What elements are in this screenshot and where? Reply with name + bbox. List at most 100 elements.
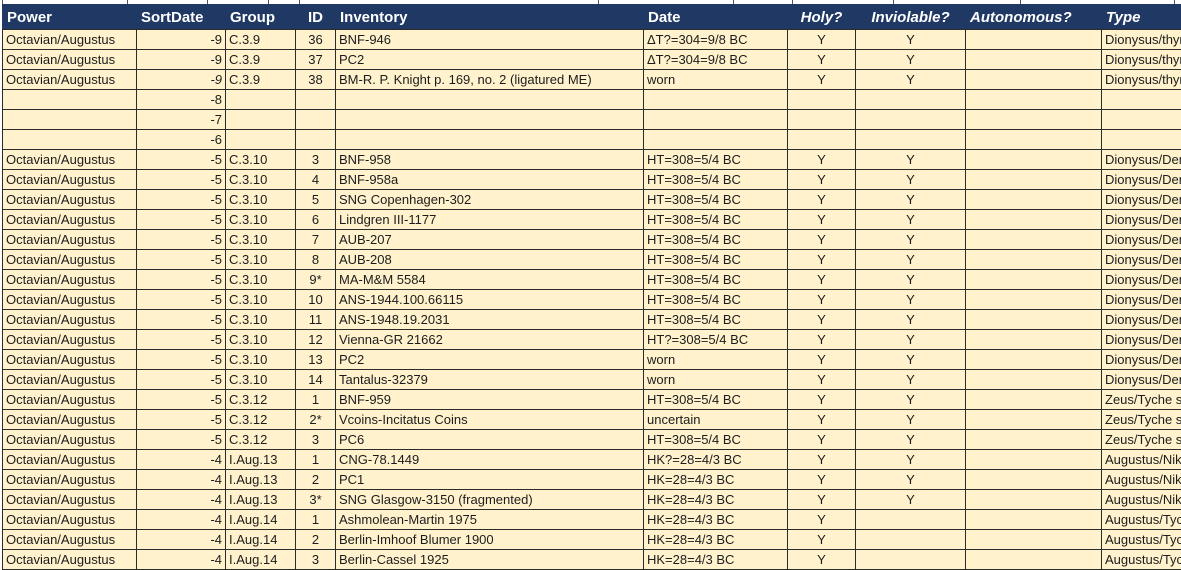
cell-power[interactable]: Octavian/Augustus: [3, 230, 137, 250]
cell-date[interactable]: ΔT?=304=9/8 BC: [644, 50, 788, 70]
cell-group[interactable]: I.Aug.14: [226, 510, 296, 530]
cell-date[interactable]: HT=308=5/4 BC: [644, 170, 788, 190]
cell-id[interactable]: 4: [296, 170, 336, 190]
cell-group[interactable]: C.3.10: [226, 350, 296, 370]
cell-group[interactable]: I.Aug.14: [226, 530, 296, 550]
cell-inviolable[interactable]: Y: [856, 190, 966, 210]
cell-power[interactable]: Octavian/Augustus: [3, 30, 137, 50]
cell-holy[interactable]: Y: [788, 290, 856, 310]
cell-sortdate[interactable]: -5: [137, 370, 226, 390]
cell-id[interactable]: 12: [296, 330, 336, 350]
cell-group[interactable]: [226, 130, 296, 150]
cell-type[interactable]: Dionysus/Demeter: [1102, 170, 1181, 190]
cell-autonomous[interactable]: [966, 150, 1102, 170]
cell-inventory[interactable]: PC2: [336, 50, 644, 70]
cell-holy[interactable]: Y: [788, 50, 856, 70]
cell-holy[interactable]: Y: [788, 70, 856, 90]
cell-holy[interactable]: Y: [788, 350, 856, 370]
cell-type[interactable]: Augustus/Nike: [1102, 490, 1181, 510]
cell-id[interactable]: 14: [296, 370, 336, 390]
cell-holy[interactable]: Y: [788, 410, 856, 430]
cell-sortdate[interactable]: -5: [137, 430, 226, 450]
cell-sortdate[interactable]: -4: [137, 510, 226, 530]
cell-sortdate[interactable]: -5: [137, 350, 226, 370]
cell-autonomous[interactable]: [966, 110, 1102, 130]
cell-id[interactable]: 3: [296, 150, 336, 170]
cell-holy[interactable]: Y: [788, 210, 856, 230]
cell-id[interactable]: 2: [296, 470, 336, 490]
column-header-inventory[interactable]: Inventory: [336, 5, 644, 30]
cell-inventory[interactable]: PC6: [336, 430, 644, 450]
cell-inventory[interactable]: AUB-208: [336, 250, 644, 270]
cell-holy[interactable]: [788, 90, 856, 110]
cell-sortdate[interactable]: -5: [137, 330, 226, 350]
cell-inventory[interactable]: [336, 130, 644, 150]
cell-power[interactable]: [3, 110, 137, 130]
cell-autonomous[interactable]: [966, 470, 1102, 490]
cell-autonomous[interactable]: [966, 170, 1102, 190]
cell-date[interactable]: ΔT?=304=9/8 BC: [644, 30, 788, 50]
cell-date[interactable]: [644, 130, 788, 150]
cell-sortdate[interactable]: -4: [137, 450, 226, 470]
cell-date[interactable]: HT=308=5/4 BC: [644, 390, 788, 410]
cell-holy[interactable]: Y: [788, 470, 856, 490]
cell-sortdate[interactable]: -5: [137, 290, 226, 310]
cell-inviolable[interactable]: Y: [856, 210, 966, 230]
cell-inviolable[interactable]: Y: [856, 490, 966, 510]
cell-id[interactable]: 5: [296, 190, 336, 210]
cell-autonomous[interactable]: [966, 410, 1102, 430]
cell-type[interactable]: Dionysus/Demeter: [1102, 270, 1181, 290]
cell-power[interactable]: Octavian/Augustus: [3, 50, 137, 70]
cell-inventory[interactable]: Vienna-GR 21662: [336, 330, 644, 350]
cell-id[interactable]: [296, 130, 336, 150]
cell-sortdate[interactable]: -9: [137, 70, 226, 90]
cell-autonomous[interactable]: [966, 330, 1102, 350]
cell-sortdate[interactable]: -9: [137, 50, 226, 70]
cell-inventory[interactable]: Vcoins-Incitatus Coins: [336, 410, 644, 430]
cell-id[interactable]: 3*: [296, 490, 336, 510]
cell-type[interactable]: Dionysus/Demeter: [1102, 310, 1181, 330]
cell-power[interactable]: Octavian/Augustus: [3, 490, 137, 510]
cell-inventory[interactable]: BNF-958: [336, 150, 644, 170]
cell-holy[interactable]: Y: [788, 30, 856, 50]
cell-inviolable[interactable]: Y: [856, 450, 966, 470]
cell-id[interactable]: 1: [296, 390, 336, 410]
cell-autonomous[interactable]: [966, 30, 1102, 50]
cell-id[interactable]: 7: [296, 230, 336, 250]
cell-inviolable[interactable]: Y: [856, 390, 966, 410]
cell-power[interactable]: Octavian/Augustus: [3, 370, 137, 390]
cell-type[interactable]: Zeus/Tyche seated: [1102, 410, 1181, 430]
cell-inviolable[interactable]: Y: [856, 50, 966, 70]
cell-inventory[interactable]: SNG Copenhagen-302: [336, 190, 644, 210]
cell-date[interactable]: worn: [644, 350, 788, 370]
cell-inviolable[interactable]: Y: [856, 250, 966, 270]
cell-autonomous[interactable]: [966, 490, 1102, 510]
cell-autonomous[interactable]: [966, 450, 1102, 470]
cell-sortdate[interactable]: -5: [137, 410, 226, 430]
cell-autonomous[interactable]: [966, 370, 1102, 390]
cell-inventory[interactable]: [336, 90, 644, 110]
cell-power[interactable]: Octavian/Augustus: [3, 330, 137, 350]
cell-group[interactable]: [226, 90, 296, 110]
cell-inviolable[interactable]: Y: [856, 270, 966, 290]
cell-type[interactable]: [1102, 90, 1181, 110]
column-header-date[interactable]: Date: [644, 5, 788, 30]
cell-type[interactable]: Dionysus/Demeter: [1102, 350, 1181, 370]
cell-autonomous[interactable]: [966, 230, 1102, 250]
cell-id[interactable]: 2: [296, 530, 336, 550]
cell-power[interactable]: [3, 130, 137, 150]
cell-sortdate[interactable]: -5: [137, 310, 226, 330]
cell-inviolable[interactable]: [856, 510, 966, 530]
cell-power[interactable]: Octavian/Augustus: [3, 170, 137, 190]
cell-inviolable[interactable]: Y: [856, 430, 966, 450]
cell-id[interactable]: 8: [296, 250, 336, 270]
cell-group[interactable]: I.Aug.13: [226, 490, 296, 510]
cell-inviolable[interactable]: [856, 90, 966, 110]
cell-power[interactable]: Octavian/Augustus: [3, 250, 137, 270]
cell-group[interactable]: C.3.9: [226, 30, 296, 50]
cell-date[interactable]: HK=28=4/3 BC: [644, 530, 788, 550]
cell-autonomous[interactable]: [966, 50, 1102, 70]
cell-id[interactable]: 13: [296, 350, 336, 370]
cell-inventory[interactable]: AUB-207: [336, 230, 644, 250]
cell-holy[interactable]: Y: [788, 270, 856, 290]
